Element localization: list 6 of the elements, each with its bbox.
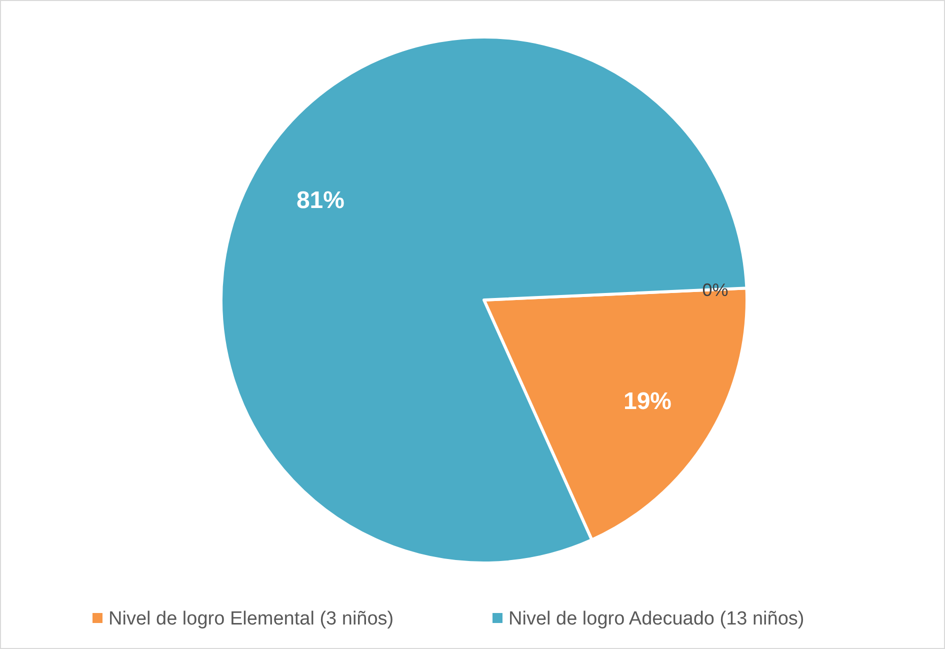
legend-label: Nivel de logro Adecuado (13 niños): [508, 608, 804, 630]
data-label: 81%: [296, 186, 344, 214]
pie-slice: [220, 36, 748, 564]
text: 0%: [702, 280, 728, 300]
data-label: 19%: [624, 388, 672, 415]
legend-label: Nivel de logro Elemental (3 niños): [108, 608, 394, 630]
